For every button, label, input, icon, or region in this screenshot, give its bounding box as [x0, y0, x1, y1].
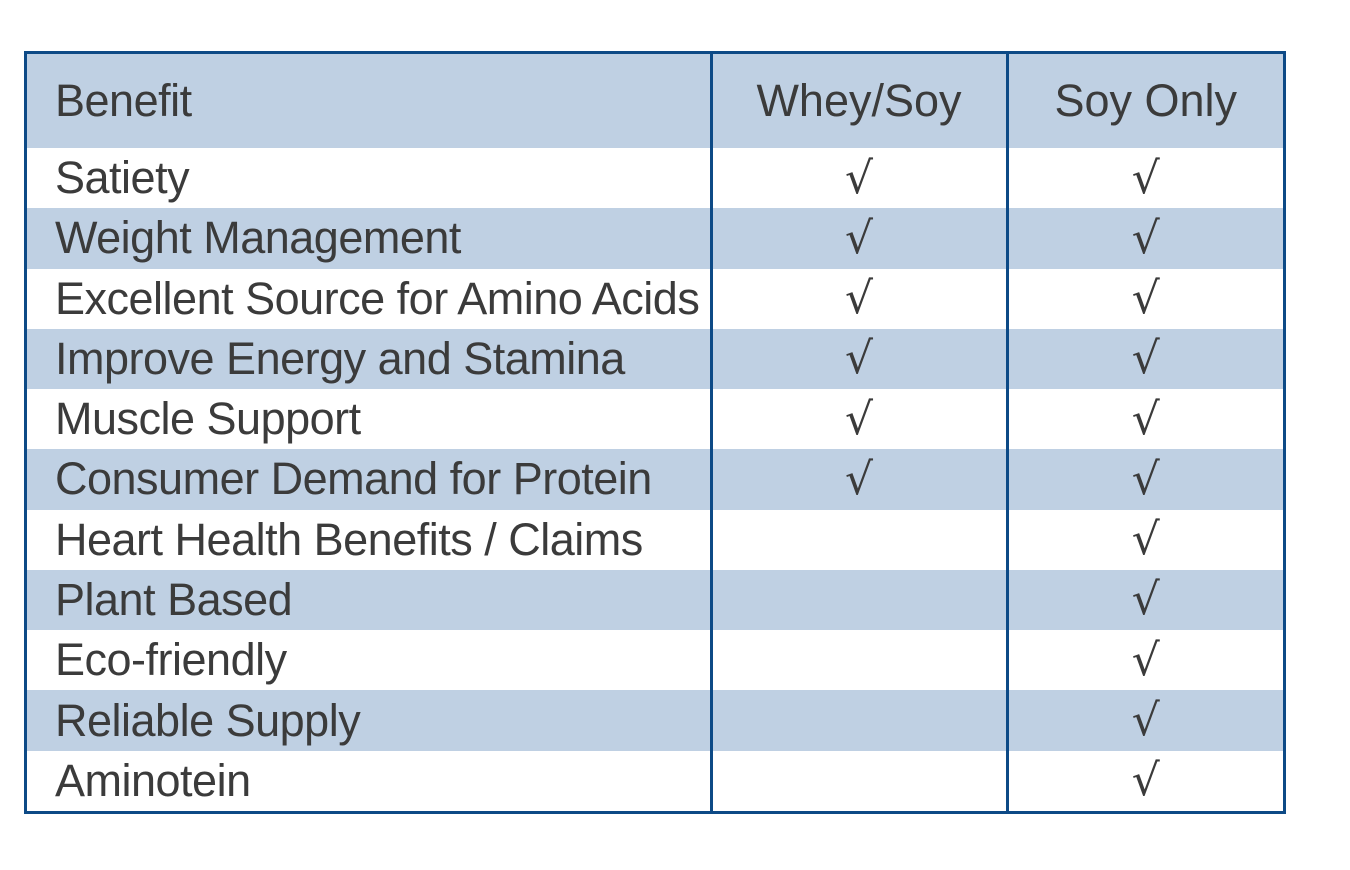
benefit-cell: Reliable Supply	[27, 690, 711, 751]
benefit-cell: Eco-friendly	[27, 630, 711, 691]
soy-only-check-cell: √	[1005, 148, 1283, 209]
benefit-comparison-table: Benefit Whey/Soy Soy Only Satiety √ √ Weigh…	[24, 51, 1286, 814]
benefit-cell: Plant Based	[27, 569, 711, 631]
table-row: Excellent Source for Amino Acids √ √	[27, 268, 1283, 329]
table-row: Weight Management √ √	[27, 208, 1283, 269]
table-row: Improve Energy and Stamina √ √	[27, 328, 1283, 390]
whey-soy-check-cell: √	[709, 268, 1007, 329]
soy-only-check-cell: √	[1005, 509, 1283, 570]
soy-only-check-cell: √	[1005, 750, 1283, 811]
soy-only-check-cell: √	[1005, 630, 1283, 691]
table-row: Muscle Support √ √	[27, 389, 1283, 450]
whey-soy-check-cell: √	[709, 449, 1007, 510]
benefit-cell: Improve Energy and Stamina	[27, 328, 711, 390]
table-row: Consumer Demand for Protein √ √	[27, 449, 1283, 510]
soy-only-check-cell: √	[1005, 389, 1283, 450]
soy-only-check-cell: √	[1005, 268, 1283, 329]
whey-soy-check-cell: √	[709, 148, 1007, 209]
whey-soy-check-cell: √	[709, 208, 1007, 269]
soy-only-check-cell: √	[1005, 690, 1283, 751]
soy-only-check-cell: √	[1005, 328, 1283, 390]
table-row: Aminotein √	[27, 750, 1283, 811]
whey-soy-check-cell: √	[709, 389, 1007, 450]
whey-soy-check-cell	[709, 690, 1007, 751]
table-row: Plant Based √	[27, 569, 1283, 631]
benefit-cell: Heart Health Benefits / Claims	[27, 509, 711, 570]
whey-soy-check-cell	[709, 750, 1007, 811]
table-row: Reliable Supply √	[27, 690, 1283, 751]
header-soy-only: Soy Only	[1005, 54, 1283, 148]
benefit-cell: Consumer Demand for Protein	[27, 449, 711, 510]
benefit-cell: Muscle Support	[27, 389, 711, 450]
whey-soy-check-cell	[709, 630, 1007, 691]
benefit-cell: Aminotein	[27, 750, 711, 811]
table-row: Eco-friendly √	[27, 630, 1283, 691]
comparison-table: Benefit Whey/Soy Soy Only Satiety √ √ Weigh…	[27, 54, 1283, 811]
benefit-cell: Weight Management	[27, 208, 711, 269]
table-row: Heart Health Benefits / Claims √	[27, 509, 1283, 570]
whey-soy-check-cell	[709, 569, 1007, 631]
benefit-cell: Satiety	[27, 148, 711, 209]
soy-only-check-cell: √	[1005, 208, 1283, 269]
header-benefit: Benefit	[27, 54, 711, 148]
benefit-cell: Excellent Source for Amino Acids	[27, 268, 711, 329]
header-whey-soy: Whey/Soy	[709, 54, 1007, 148]
soy-only-check-cell: √	[1005, 569, 1283, 631]
header-row: Benefit Whey/Soy Soy Only	[27, 54, 1283, 148]
whey-soy-check-cell	[709, 509, 1007, 570]
whey-soy-check-cell: √	[709, 328, 1007, 390]
soy-only-check-cell: √	[1005, 449, 1283, 510]
table-row: Satiety √ √	[27, 148, 1283, 209]
